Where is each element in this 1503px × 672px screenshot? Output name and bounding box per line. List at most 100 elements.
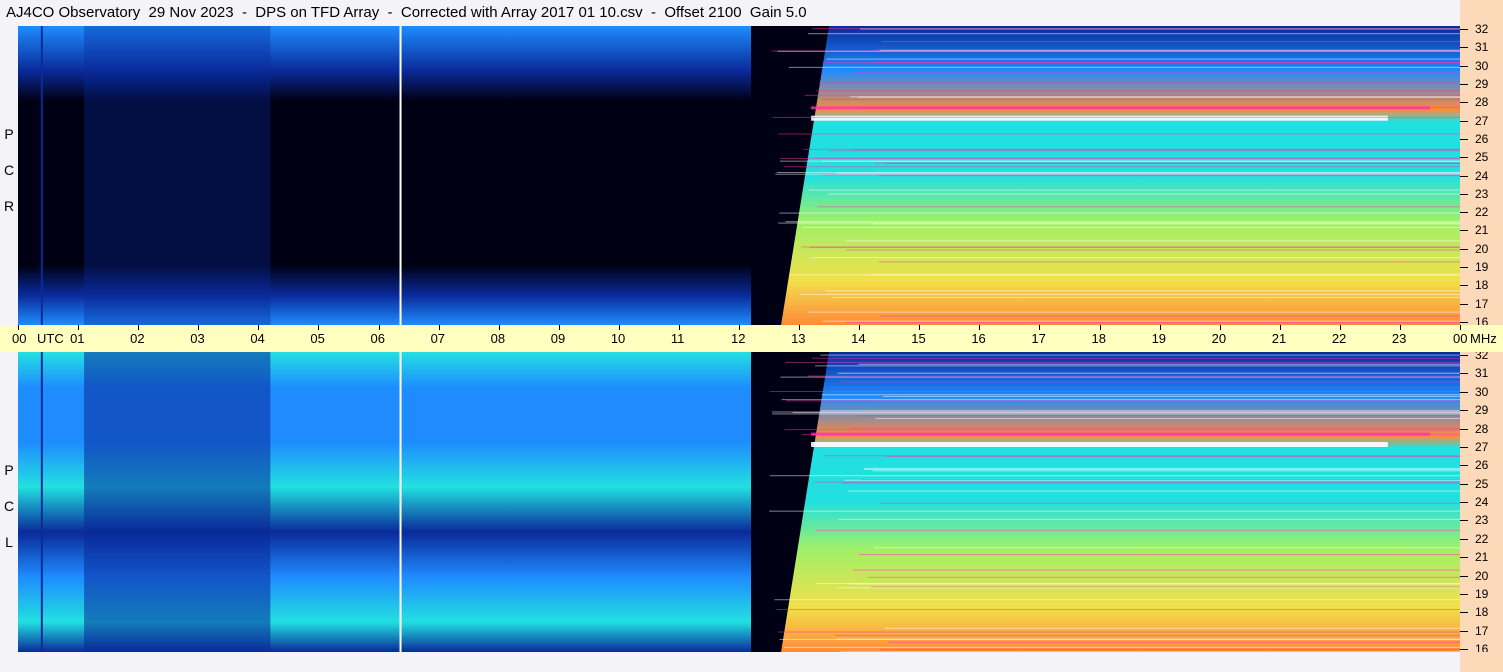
x-tick-label: 17 <box>1031 331 1046 346</box>
rfi-streak <box>784 646 1460 648</box>
band-27mhz <box>811 442 1388 447</box>
rfi-streak <box>863 467 1460 469</box>
rfi-streak <box>809 246 1460 248</box>
rfi-streak <box>827 193 1460 195</box>
x-tick <box>1339 325 1341 330</box>
rfi-streak <box>822 98 1460 100</box>
x-tick-label: 11 <box>670 331 685 346</box>
y-tick-label: 31 <box>1475 366 1489 380</box>
y-tick <box>1460 139 1468 140</box>
y-tick <box>1460 594 1468 595</box>
x-tick <box>1279 325 1281 330</box>
x-tick-label: 09 <box>550 331 566 346</box>
y-tick-label: 30 <box>1475 385 1489 399</box>
y-tick-label: 28 <box>1475 422 1489 436</box>
y-tick-label: 26 <box>1475 458 1489 472</box>
rfi-streak <box>814 157 1460 159</box>
rfi-streak <box>779 212 1460 214</box>
rfi-streak <box>842 482 1460 484</box>
y-tick-label: 19 <box>1475 260 1489 274</box>
rfi-streak <box>788 66 1460 68</box>
x-tick <box>739 325 740 330</box>
y-tick <box>1460 612 1468 613</box>
y-tick-label: 23 <box>1475 513 1489 527</box>
rfi-streak <box>776 608 1460 610</box>
rfi-streak <box>802 226 1460 228</box>
y-tick <box>1460 576 1468 577</box>
rfi-streak <box>870 586 1460 588</box>
rfi-streak <box>842 381 1460 383</box>
time-axis: UTC MHz 00 01 02 03 04 05 06 07 08 09 10 11 12 13 14 15… <box>0 325 1503 352</box>
x-tick-label: 21 <box>1271 331 1287 346</box>
rfi-streak <box>828 150 1460 152</box>
band-27mhz <box>811 115 1388 121</box>
y-tick-label: 22 <box>1475 205 1489 219</box>
rfi-streak <box>870 274 1460 276</box>
y-tick-label: 32 <box>1475 22 1489 36</box>
rfi-streak <box>864 469 1460 471</box>
rfi-streak <box>820 354 1460 356</box>
y-tick <box>1460 410 1468 411</box>
rfi-streak <box>825 290 1460 292</box>
y-tick-label: 29 <box>1475 403 1489 417</box>
x-tick-label: 08 <box>490 331 506 346</box>
rfi-streak <box>877 61 1460 63</box>
x-tick-label: 02 <box>130 331 145 346</box>
rfi-streak <box>844 479 1460 481</box>
rfi-streak <box>769 390 1460 392</box>
x-tick-label: 07 <box>430 331 446 346</box>
y-tick <box>1460 355 1468 356</box>
y-tick <box>1460 322 1468 323</box>
rfi-streak <box>832 296 1460 298</box>
y-tick-label: 24 <box>1475 169 1489 183</box>
x-tick-label: 10 <box>610 331 626 346</box>
x-tick-label: 00 <box>1453 331 1468 346</box>
rfi-streak <box>873 405 1460 407</box>
x-tick-label: 22 <box>1331 331 1347 346</box>
y-tick-label: 17 <box>1475 624 1489 638</box>
x-tick <box>1039 325 1041 330</box>
lcp-label-c: C <box>3 498 15 514</box>
rfi-streak <box>830 387 1460 389</box>
rfi-streak <box>850 149 1460 151</box>
lcp-label: P C L <box>2 452 16 560</box>
rfi-streak <box>785 400 1460 402</box>
x-tick-label: 14 <box>851 331 866 346</box>
rfi-streak <box>886 456 1460 458</box>
rfi-streak <box>813 481 1460 483</box>
rfi-streak <box>867 576 1460 578</box>
x-tick <box>618 325 620 330</box>
x-tick-label: 01 <box>70 331 85 346</box>
rcp-label: P C R <box>2 116 16 224</box>
y-tick-label: 19 <box>1475 587 1489 601</box>
y-tick <box>1460 285 1468 286</box>
panel-top-left-strip: P C R <box>0 26 18 325</box>
rfi-streak <box>858 363 1460 365</box>
rfi-streak <box>836 172 1460 174</box>
y-tick-label: 25 <box>1475 150 1489 164</box>
x-tick <box>1219 325 1221 330</box>
rfi-streak <box>873 223 1460 225</box>
daytime-region <box>781 352 1460 652</box>
x-tick-label: 23 <box>1391 331 1407 346</box>
y-tick <box>1460 649 1468 650</box>
rfi-streak <box>777 50 1460 52</box>
y-tick <box>1460 66 1468 67</box>
rfi-streak <box>882 395 1460 397</box>
bottom-margin <box>18 652 1460 672</box>
y-tick-label: 20 <box>1475 242 1489 256</box>
rfi-streak <box>778 133 1460 135</box>
rfi-streak <box>774 599 1460 601</box>
x-tick-label: 00 <box>12 331 27 346</box>
rcp-label-p: P <box>4 126 14 142</box>
rfi-streak <box>860 479 1460 481</box>
x-tick <box>1159 325 1161 330</box>
rcp-label-r: R <box>3 198 15 214</box>
rfi-streak <box>859 554 1460 556</box>
x-tick-label: 06 <box>370 331 385 346</box>
x-tick-label: 20 <box>1211 331 1227 346</box>
x-tick <box>438 325 440 330</box>
x-tick <box>78 325 80 330</box>
rfi-streak <box>776 172 1460 174</box>
y-tick <box>1460 267 1468 268</box>
